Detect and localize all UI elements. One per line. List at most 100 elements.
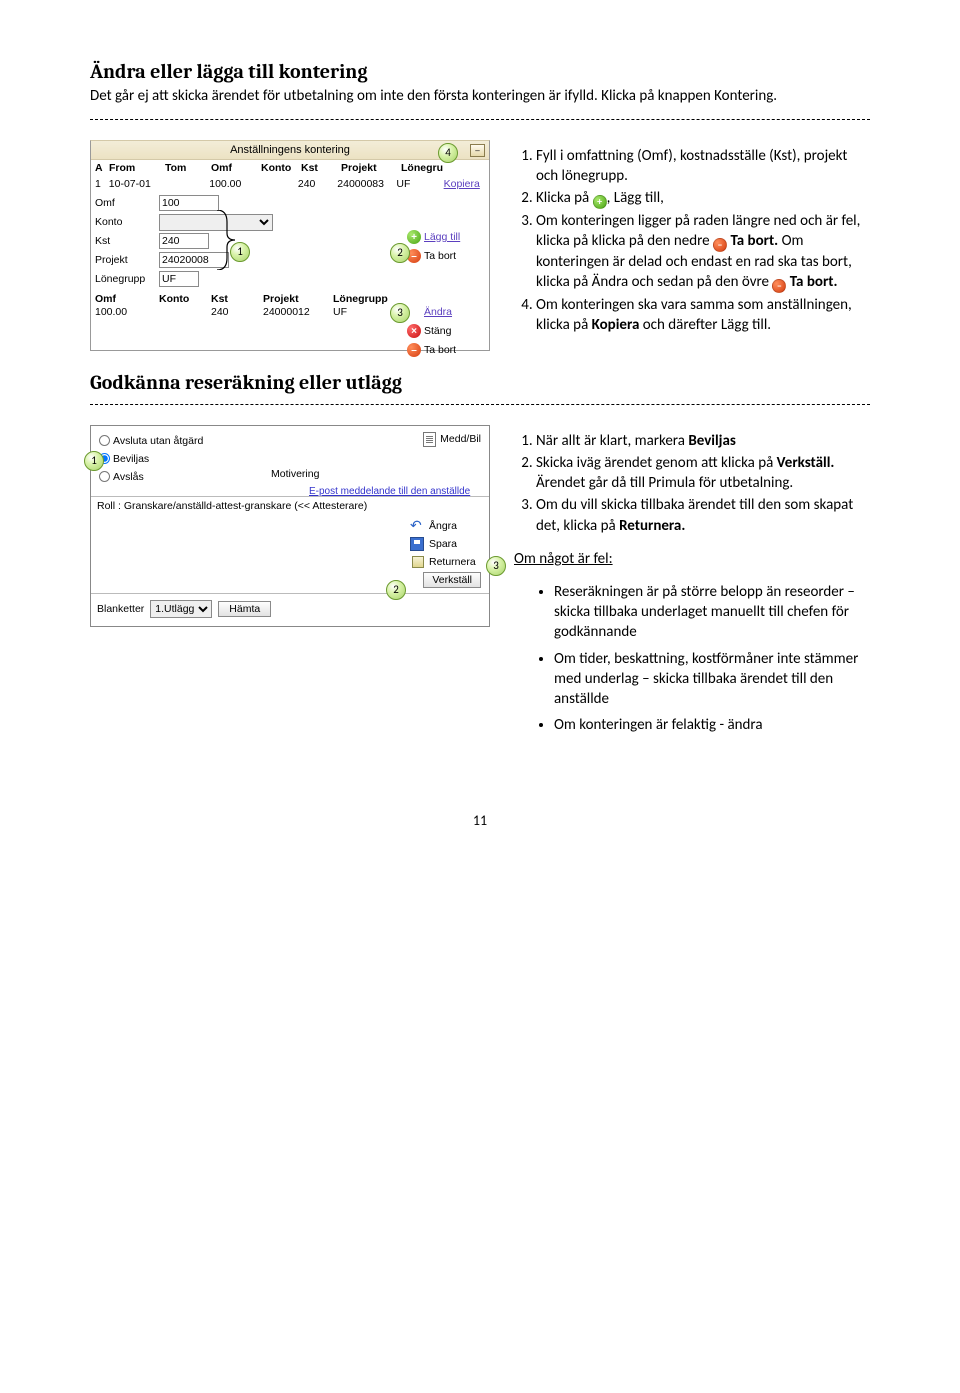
fel-bullets: Reseräkningen är på större belopp än res… [514,582,870,736]
meddbil-button[interactable]: Medd/Bil [423,432,481,447]
step-2a: Klicka på [536,189,593,207]
epost-link[interactable]: E-post meddelande till den anställde [309,486,470,497]
plus-inline-icon: + [593,195,607,209]
step-3d: Ta bort. [790,273,838,291]
step2-1a: När allt är klart, markera [536,432,688,450]
action-area: Ångra Spara Returnera Verkställ [91,515,489,593]
stang-label: Stäng [424,325,451,337]
spara-label: Spara [429,538,481,550]
minus-inline-icon: – [713,238,727,252]
step2-1b: Beviljas [688,432,736,450]
omf-label: Omf [95,197,159,209]
lonegrupp-input[interactable] [159,271,199,287]
verkstall-action[interactable]: Verkställ [91,571,483,589]
panel-title-text: Anställningens kontering [230,144,350,156]
step-2: Klicka på +, Lägg till, [536,188,870,209]
cell-projekt: 24000083 [337,178,396,190]
kontering-panel: Anställningens kontering – A From Tom Om… [90,140,490,351]
marker2-3: 3 [486,556,506,576]
data-row-1: 1 10-07-01 100.00 240 24000083 UF Kopier… [91,176,489,192]
step-4c: och därefter Lägg till. [639,316,771,334]
x-icon: × [407,324,421,338]
lagg-till-action[interactable]: + Lägg till [407,228,483,247]
minus-icon-2: – [407,343,421,357]
kst-label: Kst [95,235,159,247]
close-icon[interactable]: – [470,144,485,157]
cell-kst: 240 [298,178,337,190]
steps-list-1: Fyll i omfattning (Omf), kostnadsställe … [514,146,870,336]
marker-4: 4 [438,143,458,163]
konto-label: Konto [95,216,159,228]
step2-2a: Skicka iväg ärendet genom att klicka på [536,454,777,472]
andra-action[interactable]: Ändra [407,303,483,322]
minus-inline-icon-2: – [772,279,786,293]
konto-select[interactable] [159,214,273,231]
col-konto: Konto [261,162,301,174]
blanketter-label: Blanketter [97,603,144,615]
separator [90,119,870,120]
ta-bort-action[interactable]: – Ta bort [407,247,483,266]
returnera-icon [412,556,424,568]
step2-3b: Returnera. [619,517,685,535]
cell-tom [164,178,209,190]
col-lonegrupp: Lönegru [401,162,449,174]
lonegrupp-label: Lönegrupp [95,273,159,285]
page-number: 11 [90,812,870,829]
marker2-1: 1 [84,451,104,471]
cell-from: 10-07-01 [109,178,164,190]
marker2-2: 2 [386,580,406,600]
hamta-button[interactable]: Hämta [218,601,271,617]
document-icon [423,432,436,447]
sub-cell-konto [159,306,211,318]
angra-action[interactable]: Ångra [91,517,483,535]
heading-kontering: Ändra eller lägga till kontering [90,60,870,83]
cell-lonegrupp: UF [396,178,443,190]
motivering-label: Motivering [271,468,319,480]
angra-label: Ångra [429,520,481,532]
fel-b1: Reseräkningen är på större belopp än res… [554,582,870,643]
col-tom: Tom [165,162,211,174]
form-area: Omf Konto Kst Projekt Lönegrupp [91,192,489,291]
radio-beviljas-label: Beviljas [113,453,149,465]
sub-cell-lonegrupp: UF [333,306,393,318]
returnera-action[interactable]: Returnera [91,553,483,571]
sub-col-kst: Kst [211,293,263,305]
andra-link[interactable]: Ändra [424,306,452,318]
col-projekt: Projekt [341,162,401,174]
header-row: A From Tom Omf Konto Kst Projekt Lönegru [91,160,489,176]
fel-heading: Om något är fel: [514,550,870,568]
kopiera-link[interactable]: Kopiera [444,178,485,190]
step-3a: Om konteringen ligger på raden längre ne… [536,212,860,250]
projekt-input[interactable] [159,252,229,268]
kst-input[interactable] [159,233,209,249]
blanketter-select[interactable]: 1.Utlägg [150,600,212,618]
ta-bort-2-action[interactable]: – Ta bort [407,341,483,360]
col-a: A [95,162,109,174]
sub-cell-omf: 100.00 [95,306,159,318]
steps-list-2: När allt är klart, markera Beviljas Skic… [514,431,870,536]
step2-2b: Verkställ. [777,454,835,472]
sub-col-projekt: Projekt [263,293,333,305]
omf-input[interactable] [159,195,219,211]
marker-1: 1 [230,242,250,262]
lagg-till-link[interactable]: Lägg till [424,231,460,243]
godkanna-panel: Medd/Bil Avsluta utan åtgärd Beviljas Av… [90,425,490,627]
save-icon [410,537,424,551]
returnera-label: Returnera [429,556,481,568]
ta-bort-label: Ta bort [424,250,456,262]
stang-action[interactable]: × Stäng [407,322,483,341]
radio-avslas-label: Avslås [113,471,144,483]
radio-beviljas[interactable]: Beviljas [99,450,483,468]
col-from: From [109,162,165,174]
sub-row: 100.00 240 24000012 UF Ändra × Stäng – [91,305,489,322]
step-2b: , Lägg till, [607,189,664,207]
blanketter-row: Blanketter 1.Utlägg Hämta [91,593,489,626]
verkstall-button[interactable]: Verkställ [423,572,481,588]
sub-cell-projekt: 24000012 [263,306,333,318]
radio-avslas-input[interactable] [99,471,110,482]
undo-icon [410,519,424,533]
radio-avsluta-input[interactable] [99,435,110,446]
spara-action[interactable]: Spara [91,535,483,553]
step-3: Om konteringen ligger på raden längre ne… [536,211,870,293]
meddbil-label: Medd/Bil [440,433,481,445]
